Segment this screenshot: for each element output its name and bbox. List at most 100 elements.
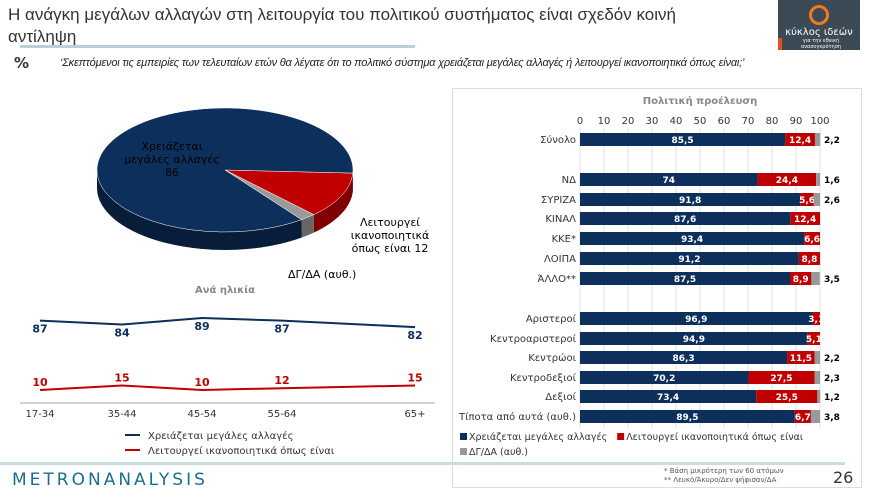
bar-segment [580, 351, 788, 364]
bar-chart-title: Πολιτική προέλευση [643, 95, 758, 107]
data-label: 91,2 [678, 255, 700, 265]
category-label: ΚΚΕ* [552, 234, 576, 245]
x-tick-label: 30 [646, 116, 659, 127]
bar-segment [794, 410, 811, 423]
legend-label: Χρειάζεται μεγάλες αλλαγές [469, 432, 607, 443]
footnote: ** Λευκό/Άκυρο/Δεν ψήφισαν/ΔΑ [664, 476, 777, 484]
x-tick-label: 100 [810, 116, 829, 127]
x-tick-label: 35-44 [107, 409, 136, 420]
data-label: 82 [407, 329, 422, 342]
bar-segment [580, 232, 805, 245]
legend-swatch [460, 448, 467, 455]
bar-segment [580, 272, 790, 285]
data-label: 15 [114, 372, 129, 385]
x-tick-label: 90 [790, 116, 803, 127]
data-label: 93,4 [681, 235, 703, 245]
bar-segment [580, 312, 813, 325]
logo-ring-icon [809, 5, 829, 25]
bar-segment [580, 193, 801, 206]
bar-segment [580, 212, 791, 225]
page-number: 26 [833, 468, 854, 487]
data-label: 25,5 [776, 393, 798, 403]
bar-segment [787, 351, 815, 364]
data-label: 2,2 [824, 354, 840, 364]
footnote: * Βάση μικρότερη των 60 ατόμων [664, 467, 784, 475]
data-label: 8,9 [793, 275, 809, 285]
category-label: Κεντρώοι [528, 352, 576, 364]
bar-segment [580, 133, 786, 146]
data-label: 85,5 [671, 136, 693, 146]
data-label: 74 [663, 176, 676, 186]
bar-segment [756, 390, 818, 403]
data-label: 86,3 [672, 354, 694, 364]
data-label: 89,5 [676, 413, 698, 423]
data-label: 3,5 [824, 275, 840, 285]
series-line [39, 316, 416, 329]
bar-segment [785, 133, 815, 146]
data-label: 3,8 [824, 413, 840, 423]
bar-segment [580, 332, 808, 345]
legend-label: Χρειάζεται μεγάλες αλλαγές [148, 430, 293, 442]
bar-segment [580, 173, 758, 186]
line-chart: Ανά ηλικία 17-34 35-44 45-54 55-64 65+ 87 84 89 8… [20, 284, 435, 457]
data-label: 94,9 [683, 335, 705, 345]
data-label: 5,1 [806, 335, 822, 345]
data-label: 10 [194, 376, 210, 389]
pie-chart: Χρειάζεται μεγάλες αλλαγές 86 Λειτουργεί ικα… [96, 107, 429, 281]
data-label: 12,4 [789, 136, 811, 146]
series-line [39, 384, 416, 392]
pie-label: Χρειάζεται μεγάλες αλλαγές 86 [124, 140, 220, 179]
data-label: 2,2 [824, 136, 840, 146]
percent-symbol: % [14, 54, 30, 72]
x-tick-label: 80 [766, 116, 779, 127]
bar-segment [580, 252, 799, 265]
data-label: 2,6 [824, 196, 840, 206]
data-label: 5,6 [799, 196, 815, 206]
bar-segment [814, 133, 821, 146]
bar-segment [814, 371, 820, 384]
data-label: 84 [114, 327, 130, 340]
data-label: 96,9 [685, 315, 707, 325]
x-tick-label: 20 [622, 116, 635, 127]
pie-label: Λειτουργεί ικανοποιητικά όπως είναι 12 [351, 216, 429, 255]
data-label: 70,2 [653, 374, 675, 384]
bar-segment [580, 410, 795, 423]
pie-side [301, 214, 314, 238]
x-tick-label: 17-34 [25, 409, 54, 420]
bar-segment [813, 193, 820, 206]
pie-side [97, 170, 302, 250]
brand-logo: METRONANALYSIS [12, 470, 208, 490]
bar-segment [804, 232, 820, 245]
x-tick-label: 60 [718, 116, 731, 127]
x-tick-label: 40 [670, 116, 683, 127]
x-tick-label: 70 [742, 116, 755, 127]
pie-slice [224, 169, 354, 215]
data-label: 87 [274, 323, 289, 336]
x-tick-label: 50 [694, 116, 707, 127]
data-label: 8,8 [801, 255, 817, 265]
category-label: Κεντροαριστεροί [490, 333, 577, 345]
footer-line [0, 462, 845, 465]
x-tick-label: 45-54 [187, 409, 216, 420]
category-label: Κεντροδεξιοί [510, 372, 577, 384]
legend-label: Λειτουργεί ικανοποιητικά όπως είναι [626, 432, 803, 443]
pie-label: ΔΓ/ΔΑ (αυθ.) [288, 268, 356, 281]
footnotes: * Βάση μικρότερη των 60 ατόμων ** Λευκό/… [664, 467, 784, 485]
question-text: ‘Σκεπτόμενοι τις εμπειρίες των τελευταίω… [60, 57, 745, 69]
category-label: ΣΥΡΙΖΑ [541, 195, 576, 206]
legend-label: Λειτουργεί ικανοποιητικά όπως είναι [148, 445, 335, 457]
data-label: 87,6 [674, 215, 696, 225]
bar-segment [816, 173, 820, 186]
legend-swatch [617, 433, 625, 440]
line-chart-title: Ανά ηλικία [195, 284, 255, 296]
category-label: Τίποτα από αυτά (αυθ.) [458, 411, 576, 423]
bar-segment [748, 371, 815, 384]
category-label: Δεξιοί [545, 391, 576, 403]
data-label: 1,2 [824, 393, 840, 403]
bar-segment [812, 312, 820, 325]
data-label: 12 [274, 374, 289, 387]
logo-tagline: για την εθνική ανασυγκρότηση [778, 38, 860, 50]
data-label: 12,4 [794, 215, 816, 225]
bar-segment [798, 252, 820, 265]
bar-segment [814, 351, 820, 364]
